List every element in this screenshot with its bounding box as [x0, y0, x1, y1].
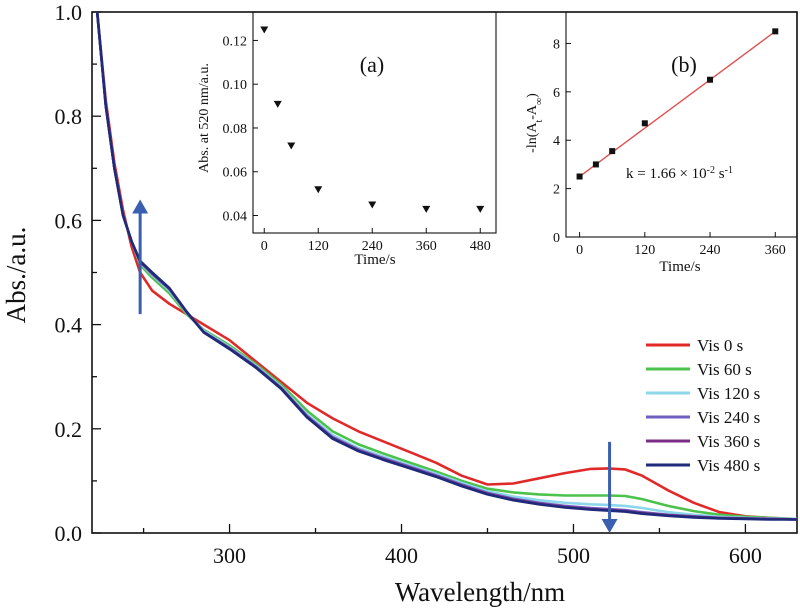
inset-b-x-tick-label: 0: [576, 243, 583, 258]
legend-label: Vis 0 s: [697, 336, 743, 355]
x-tick-label: 300: [213, 543, 246, 568]
inset-a-y-tick-label: 0.10: [223, 78, 248, 93]
inset-a-y-tick-label: 0.12: [223, 34, 248, 49]
inset-a-x-label: Time/s: [354, 252, 395, 268]
y-tick-label: 0.8: [55, 104, 83, 129]
series-line: [95, 12, 797, 521]
legend-label: Vis 60 s: [697, 360, 752, 379]
arrow-head: [132, 199, 149, 214]
inset-b-point: [576, 173, 583, 180]
legend-label: Vis 480 s: [697, 456, 760, 475]
inset-b-point: [641, 120, 648, 127]
inset-b-panel-label: (b): [671, 52, 697, 77]
series-line: [95, 12, 797, 521]
inset-a-x-tick-label: 240: [362, 239, 383, 254]
inset-b-y-label: -ln(At-A∞): [525, 93, 545, 153]
inset-b-point: [609, 148, 616, 155]
series-line: [95, 12, 797, 521]
inset-a-y-label: Abs. at 520 nm/a.u.: [197, 63, 212, 173]
inset-a-point: [260, 26, 269, 34]
legend-label: Vis 240 s: [697, 408, 760, 427]
legend-label: Vis 120 s: [697, 384, 760, 403]
main-annotations: [132, 199, 618, 533]
arrow-head: [601, 519, 618, 533]
y-tick-label: 0.2: [55, 417, 83, 442]
inset-b-annotation: k = 1.66 × 10-2 s-1: [626, 165, 733, 183]
inset-a-x-tick-label: 480: [470, 239, 491, 254]
inset-b-point: [592, 161, 599, 168]
inset-a-frame: [252, 11, 497, 234]
inset-a-y-tick-label: 0.06: [223, 166, 248, 181]
x-tick-label: 500: [557, 543, 590, 568]
inset-b-y-tick-label: 4: [553, 134, 560, 149]
inset-b-y-tick-label: 8: [553, 37, 560, 52]
inset-b-y-tick-label: 6: [553, 86, 560, 101]
inset-b-point: [772, 28, 779, 35]
inset-a-point: [368, 201, 377, 209]
legend-label: Vis 360 s: [697, 432, 760, 451]
x-tick-label: 600: [729, 543, 762, 568]
inset-a-point: [287, 142, 296, 150]
inset-a-point: [422, 205, 431, 213]
inset-b: 0 120 240 360 0 2 4 6 8: [553, 11, 798, 258]
inset-b-frame: [565, 11, 798, 238]
inset-a-point: [273, 100, 282, 108]
inset-a-panel-label: (a): [360, 52, 384, 77]
inset-b-y-tick-label: 0: [553, 231, 560, 246]
x-axis-label: Wavelength/nm: [395, 577, 565, 607]
inset-b-x-tick-label: 120: [634, 243, 655, 258]
inset-a-x-tick-label: 120: [308, 239, 329, 254]
inset-b-y-tick-label: 2: [553, 183, 560, 198]
y-tick-label: 0.0: [55, 521, 83, 546]
inset-a-x-tick-label: 360: [416, 239, 437, 254]
inset-a: 0 120 240 360 480 0.04 0.06 0.08 0.10 0.12: [223, 11, 497, 254]
inset-b-point: [707, 76, 714, 83]
inset-a-point: [314, 186, 323, 194]
inset-b-x-tick-label: 360: [765, 243, 786, 258]
main-series: [95, 12, 797, 521]
inset-a-y-tick-label: 0.04: [223, 209, 248, 224]
y-tick-label: 1.0: [55, 0, 83, 25]
y-tick-label: 0.4: [55, 313, 83, 338]
inset-b-x-tick-label: 240: [700, 243, 721, 258]
legend: Vis 0 s Vis 60 s Vis 120 s Vis 240 s Vis 360…: [646, 336, 760, 475]
inset-b-x-label: Time/s: [659, 259, 700, 275]
x-tick-label: 400: [385, 543, 418, 568]
inset-a-point: [476, 205, 485, 213]
y-axis-label: Abs./a.u.: [1, 227, 31, 324]
y-tick-label: 0.6: [55, 208, 83, 233]
inset-a-x-tick-label: 0: [261, 239, 268, 254]
inset-a-y-tick-label: 0.08: [223, 122, 248, 137]
